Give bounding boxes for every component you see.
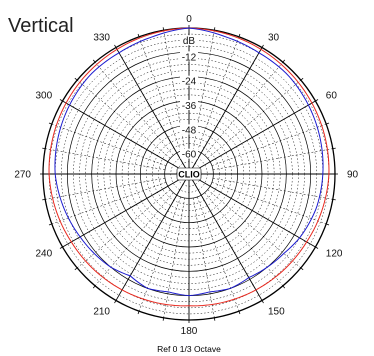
outer-tick: [42, 198, 46, 201]
center-badge: CLIO: [176, 167, 202, 181]
grid-spoke-minor: [45, 177, 166, 200]
angle-label-60: 60: [326, 91, 338, 102]
outer-tick: [315, 246, 319, 249]
grid-spoke-minor: [212, 177, 333, 200]
grid-spoke-minor: [197, 36, 240, 152]
center-badge-box: [176, 167, 202, 181]
unit-label: dB: [183, 36, 196, 47]
grid-spoke-minor: [138, 36, 181, 152]
outer-tick: [238, 311, 241, 315]
footer-label: Ref 0 1/3 Octave: [157, 344, 221, 354]
grid-spoke-minor: [204, 61, 284, 156]
series-line-1: [48, 27, 330, 307]
outer-tick: [48, 122, 52, 125]
angle-label-30: 30: [268, 33, 280, 44]
db-label-bg: [180, 51, 198, 62]
grid-spoke-major: [62, 100, 190, 175]
label-layer: 0 30 60 90 120 150 180 210 240 270 300 330 dB -12 -24 -…: [14, 14, 358, 337]
outer-tick: [326, 223, 330, 226]
angle-label-270: 270: [14, 170, 31, 181]
db-label-bg: [180, 124, 198, 135]
outer-tick: [261, 44, 264, 48]
outer-tick: [300, 267, 304, 271]
outer-tick: [332, 198, 336, 201]
outer-tick: [213, 317, 216, 321]
grid-spoke-major: [188, 100, 316, 175]
angle-label-0: 0: [186, 14, 192, 25]
grid-spoke-minor: [51, 123, 167, 166]
angle-label-330: 330: [93, 33, 110, 44]
outer-tick: [92, 285, 96, 289]
outer-tick: [162, 27, 165, 31]
outer-tick: [282, 59, 286, 63]
angle-label-240: 240: [36, 249, 53, 260]
angle-label-90: 90: [347, 170, 359, 181]
grid-spoke-minor: [204, 192, 284, 287]
grid-spoke-minor: [76, 189, 171, 269]
series-line-2: [54, 27, 324, 297]
outer-tick: [261, 300, 264, 304]
outer-tick: [59, 246, 63, 249]
outer-tick: [326, 122, 330, 125]
grid-spoke-minor: [207, 79, 302, 159]
outer-tick: [42, 147, 46, 150]
outer-tick: [92, 59, 96, 63]
grid-spoke-major: [188, 173, 316, 248]
grid-spoke-minor: [211, 123, 327, 166]
angle-label-210: 210: [93, 306, 110, 317]
angle-label-180: 180: [181, 326, 198, 337]
grid-spoke-major: [188, 173, 263, 301]
outer-tick: [238, 33, 241, 37]
grid-spoke-minor: [138, 196, 181, 312]
outer-tick: [114, 44, 117, 48]
grid-spoke-minor: [51, 182, 167, 225]
grid-spoke-minor: [212, 148, 333, 171]
center-label: CLIO: [178, 170, 200, 180]
series-layer: [48, 27, 330, 307]
outer-tick: [282, 285, 286, 289]
grid-spoke-minor: [192, 197, 215, 318]
outer-tick: [162, 317, 165, 321]
db-label: -48: [182, 125, 197, 136]
grid-spoke-major: [62, 173, 190, 248]
outer-tick: [300, 77, 304, 81]
outer-tick: [332, 147, 336, 150]
db-label: -36: [182, 101, 197, 112]
grid-spoke-minor: [163, 197, 186, 318]
angle-label-300: 300: [36, 91, 53, 102]
outer-tick: [74, 77, 78, 81]
grid-spoke-major: [115, 47, 190, 175]
outer-tick: [59, 99, 63, 102]
grid-spoke-minor: [94, 61, 174, 156]
db-label-bg: [180, 75, 198, 86]
grid-spoke-minor: [94, 192, 174, 287]
outer-tick: [315, 99, 319, 102]
grid-spoke-major: [188, 47, 263, 175]
angle-label-120: 120: [326, 249, 343, 260]
outer-tick: [137, 311, 140, 315]
outer-tick: [48, 223, 52, 226]
db-label-bg: [180, 148, 198, 159]
angle-label-150: 150: [268, 306, 285, 317]
outer-tick: [114, 300, 117, 304]
db-label: -24: [182, 77, 197, 88]
outer-tick: [213, 27, 216, 31]
grid-spoke-major: [115, 173, 190, 301]
grid-spoke-minor: [207, 189, 302, 269]
db-label-bg: [180, 100, 198, 110]
db-label: -60: [182, 150, 197, 161]
db-label: -12: [182, 52, 197, 63]
grid-spoke-minor: [45, 148, 166, 171]
chart-title: Vertical: [8, 15, 74, 37]
grid-spoke-minor: [211, 182, 327, 225]
outer-tick: [137, 33, 140, 37]
unit-label-bg: [181, 35, 197, 46]
grid-spoke-minor: [197, 196, 240, 312]
outer-tick: [74, 267, 78, 271]
grid-spoke-minor: [76, 79, 171, 159]
